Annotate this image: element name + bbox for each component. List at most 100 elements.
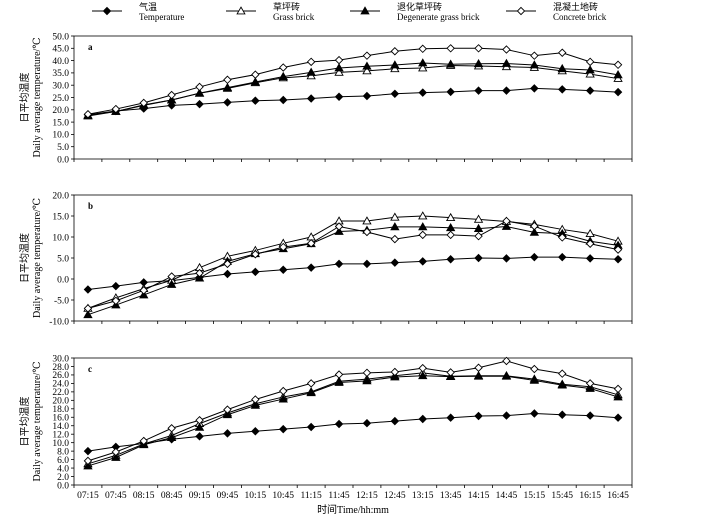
legend-label-en: Concrete brick	[553, 12, 607, 22]
plot-frame	[73, 357, 633, 486]
series-grass-brick	[83, 368, 623, 468]
data-point	[306, 239, 316, 248]
data-point	[501, 371, 512, 380]
panels: 0.0 5.0 10.0 15.0 20.0 25.0 30.0 35.0 40.0 45.0 50…	[18, 32, 633, 501]
data-point	[278, 394, 288, 403]
series-temperature	[83, 409, 623, 456]
data-point	[279, 424, 288, 434]
data-point	[83, 456, 93, 466]
data-point	[530, 84, 539, 93]
data-point	[195, 82, 204, 92]
data-point	[306, 67, 316, 76]
data-point	[585, 65, 595, 74]
data-point	[418, 211, 428, 220]
data-point	[502, 411, 511, 420]
panel-label: b	[88, 201, 93, 211]
data-point	[585, 383, 595, 392]
y-tick-label: 8.0	[57, 447, 69, 457]
data-point	[557, 380, 567, 389]
series-line-grass-brick	[87, 215, 619, 309]
y-tick-label: 12.0	[52, 431, 69, 441]
legend-marker-temperature	[102, 6, 112, 16]
data-point	[558, 85, 567, 94]
y-tick-label: 25.0	[52, 94, 69, 104]
y-tick-label: 15.0	[52, 212, 69, 222]
data-point	[473, 214, 484, 223]
data-point	[585, 379, 595, 388]
data-point	[362, 368, 372, 378]
series-line-temperature	[87, 256, 619, 290]
y-tick-label: 14.0	[52, 422, 69, 432]
data-point	[418, 63, 428, 72]
data-point	[306, 263, 316, 272]
y-tick-label: 5.0	[57, 254, 69, 264]
legend-marker-concrete-brick	[516, 6, 526, 16]
data-point	[195, 99, 204, 109]
data-point	[83, 304, 93, 313]
data-point	[250, 77, 261, 86]
legend-marker-grass-brick	[236, 6, 246, 15]
data-point	[390, 416, 400, 426]
data-point	[446, 87, 455, 97]
x-tick-label: 15:15	[524, 491, 546, 501]
data-point	[362, 216, 372, 225]
data-point	[306, 232, 316, 241]
data-point	[501, 58, 512, 67]
data-point	[195, 432, 204, 441]
data-point	[166, 95, 177, 104]
data-point	[390, 372, 400, 381]
y-axis-title-en: Daily average temperature/℃	[32, 361, 43, 481]
data-point	[473, 371, 484, 380]
data-point	[529, 60, 540, 69]
y-tick-label: 20.0	[52, 397, 69, 407]
y-tick-label: 0.0	[57, 275, 69, 285]
data-point	[613, 255, 623, 264]
data-point	[334, 226, 344, 235]
data-point	[530, 221, 539, 231]
data-point	[390, 89, 400, 99]
data-point	[362, 61, 372, 70]
y-tick-label: 50.0	[52, 32, 69, 42]
data-point	[139, 436, 148, 446]
data-point	[223, 429, 232, 438]
data-point	[445, 212, 456, 222]
x-tick-label: 16:45	[607, 491, 629, 501]
data-point	[474, 363, 483, 372]
data-point	[334, 419, 344, 429]
data-point	[473, 58, 484, 68]
data-point	[557, 63, 567, 73]
data-point	[111, 296, 121, 306]
data-point	[251, 427, 260, 436]
legend-label-cn: 退化草坪砖	[397, 1, 442, 12]
data-point	[306, 387, 316, 397]
data-point	[446, 368, 455, 377]
panel-b: -10.0 -5.0 0.0 5.0 10.0 15.0 20.0 b 日平均温度 Daily a…	[18, 191, 633, 327]
data-point	[362, 259, 372, 269]
series-temperature	[83, 252, 623, 294]
series-line-degenerate-grass-brick	[87, 62, 619, 117]
x-tick-label: 07:15	[77, 491, 99, 501]
y-tick-label: 40.0	[52, 57, 69, 67]
data-point	[83, 446, 93, 456]
data-point	[446, 255, 455, 264]
data-point	[166, 279, 177, 288]
data-point	[418, 58, 428, 67]
panel-c: 0.02.04.06.08.010.012.014.016.018.020.02…	[18, 354, 633, 501]
data-point	[390, 60, 400, 69]
y-tick-label: 22.0	[52, 388, 69, 398]
data-point	[278, 71, 288, 80]
x-tick-label: 11:15	[301, 491, 323, 501]
data-point	[362, 51, 372, 60]
x-tick-label: 08:15	[133, 491, 155, 501]
data-point	[446, 413, 455, 422]
y-tick-label: 0.0	[57, 155, 69, 165]
data-point	[306, 94, 316, 103]
data-point	[390, 212, 400, 221]
data-point	[334, 222, 344, 231]
legend-label-en: Degenerate grass brick	[397, 12, 480, 22]
